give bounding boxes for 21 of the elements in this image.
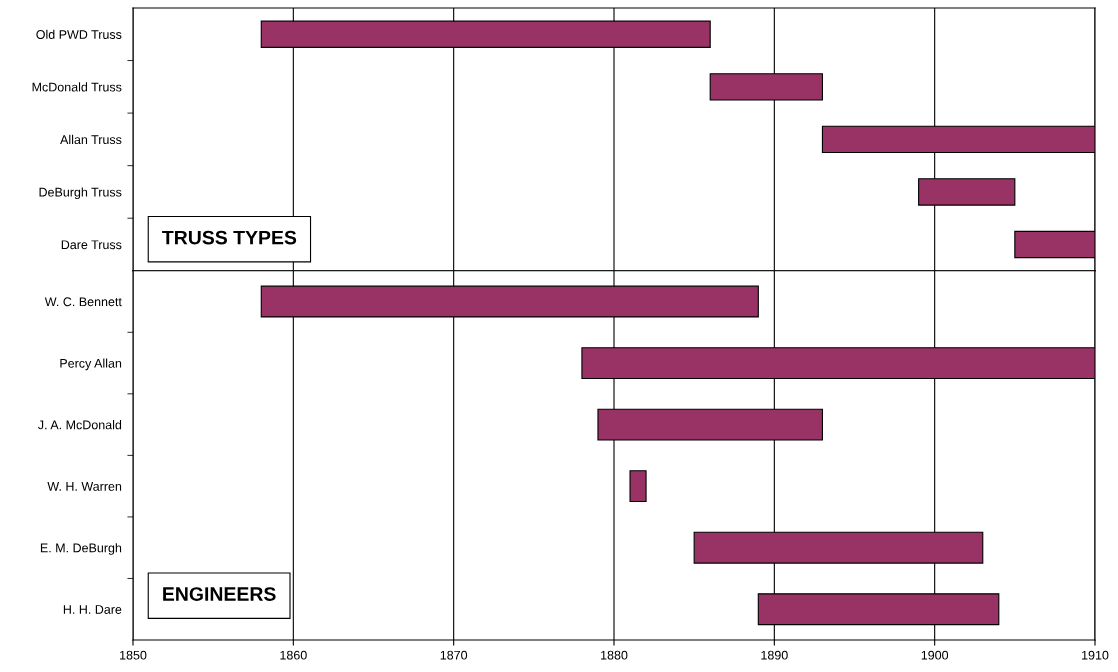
y-tick-label: W. H. Warren (47, 482, 122, 491)
y-tick-label: W. C. Bennett (44, 297, 122, 307)
annotation: ENGINEERS (163, 587, 276, 601)
y-tick-label: E. M. DeBurgh (40, 543, 122, 555)
y-tick-label: Percy Allan (60, 358, 122, 371)
y-tick-label: Allan Truss (60, 134, 122, 145)
y-tick-label: DeBurgh Truss (39, 187, 122, 200)
x-tick-label: 1900 (921, 650, 949, 660)
y-tick-label: H. H. Dare (63, 605, 122, 614)
y-tick-label: McDonald Truss (32, 82, 122, 92)
x-tick-label: 1860 (280, 650, 307, 660)
annotation: TRUSS TYPES (162, 230, 297, 245)
y-tick-label: J. A. McDonald (38, 420, 122, 430)
x-tick-label: 1880 (601, 650, 628, 660)
y-tick-label: Old PWD Truss (36, 29, 122, 39)
x-tick-label: 1890 (761, 650, 788, 660)
x-tick-label: 1870 (440, 650, 468, 660)
y-tick-label: Dare Truss (61, 240, 122, 250)
bar (629, 470, 647, 503)
x-tick-label: 1910 (1082, 650, 1109, 660)
x-tick-label: 1850 (120, 650, 147, 660)
